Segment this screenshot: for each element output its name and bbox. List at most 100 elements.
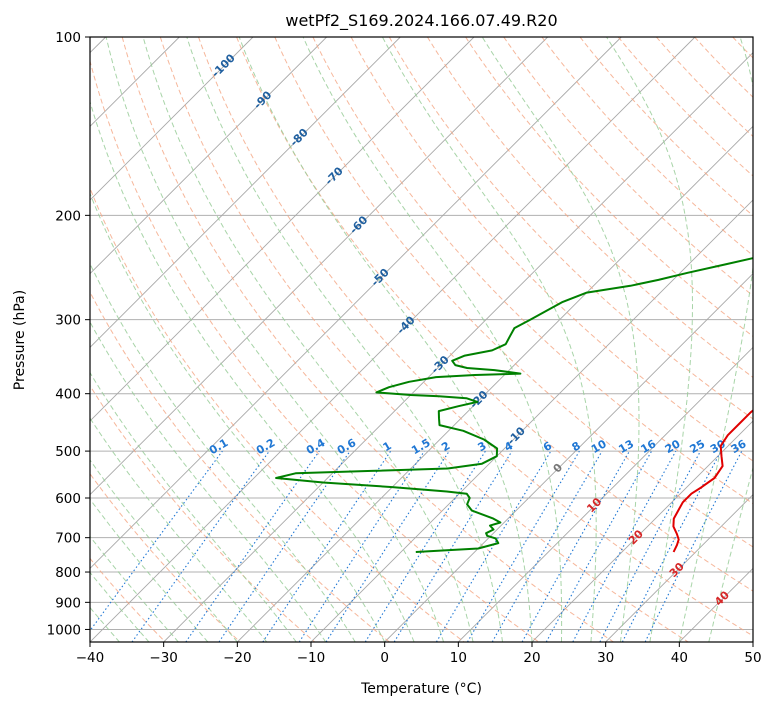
mixing-ratio-line (325, 450, 450, 642)
y-tick-label: 600 (55, 491, 81, 507)
moist-adiabat-line (90, 321, 327, 642)
isotherm-label: -100 (209, 51, 238, 80)
temperature-profile (672, 409, 753, 553)
x-tick-label: −10 (297, 650, 326, 666)
y-axis-label: Pressure (hPa) (12, 290, 28, 390)
moist-adiabat-line (381, 37, 597, 642)
dry-adiabat-line (465, 37, 753, 337)
mixing-ratio-label: 1 (381, 439, 394, 454)
dry-adiabat-line (312, 37, 753, 505)
dry-adiabat-line (236, 37, 753, 592)
mixing-ratio-line (131, 450, 270, 642)
y-tick-label: 900 (55, 595, 81, 611)
isotherm-label: -80 (288, 126, 311, 149)
moist-adiabat-line (142, 37, 474, 642)
mixing-ratio-label: 1.5 (409, 436, 432, 457)
x-axis: −40 −30 −20 −10 0 10 20 30 40 50 (76, 642, 762, 666)
dry-adiabat-line (90, 291, 390, 642)
x-tick-label: −20 (223, 650, 252, 666)
mixing-ratio-label: 8 (570, 439, 583, 454)
plot-frame (89, 36, 754, 643)
mixing-ratio-line (262, 450, 392, 642)
y-tick-label: 400 (55, 387, 81, 403)
isotherm-label: 40 (712, 588, 732, 608)
isotherm-line (237, 125, 753, 642)
isotherm-label: -60 (347, 213, 370, 236)
isotherm-line (90, 37, 475, 422)
mixing-ratio-label: 0.6 (335, 436, 359, 457)
mixing-ratio-line (364, 450, 486, 642)
mixing-ratio-label: 13 (616, 437, 636, 456)
moist-adiabat-line (90, 99, 415, 642)
isotherm-line (605, 494, 753, 642)
x-tick-label: 30 (597, 650, 614, 666)
moist-adiabat-line (606, 37, 693, 642)
dry-adiabat-line (426, 37, 753, 378)
mixing-ratio-labels: 0.1 0.2 0.4 0.6 1 1.5 2 3 4 6 8 10 13 16 20 25 30 36 (207, 436, 749, 457)
x-tick-label: −40 (76, 650, 105, 666)
mixing-ratio-line (393, 450, 513, 642)
y-tick-label: 200 (55, 208, 81, 224)
moist-adiabat-line (238, 37, 533, 642)
mixing-ratio-label: 2 (439, 439, 452, 454)
x-tick-label: 20 (523, 650, 540, 666)
isotherm-line (90, 37, 254, 201)
x-axis-label: Temperature (°C) (360, 681, 482, 697)
isotherm-line (310, 199, 753, 642)
dry-adiabat-line (90, 186, 465, 642)
isotherm-label: -40 (394, 313, 417, 336)
mixing-ratio-label: 36 (729, 437, 749, 456)
background-lines (90, 37, 753, 642)
grid-layer (90, 36, 753, 630)
dry-adiabat-line (159, 37, 689, 642)
isotherm-line (531, 420, 753, 642)
isotherm-line (90, 37, 327, 275)
isotherm-label: 20 (626, 527, 646, 547)
isotherm-line (384, 273, 753, 642)
dewpoint-profile (275, 257, 753, 553)
isotherm-line (90, 37, 696, 642)
dry-adiabat-line (732, 37, 753, 59)
mixing-ratio-label: 25 (687, 437, 707, 456)
isotherm-label: -90 (251, 88, 274, 111)
isotherm-label: -30 (429, 353, 452, 376)
y-tick-label: 500 (55, 444, 81, 460)
dry-adiabat-line (90, 472, 241, 642)
dry-adiabat-line (388, 37, 753, 420)
dry-adiabat-line (198, 37, 753, 637)
moist-adiabat-line (708, 465, 753, 642)
moist-adiabat-line (90, 417, 268, 642)
mixing-ratio-label: 16 (638, 437, 658, 456)
moist-adiabat-line (302, 37, 563, 642)
isotherm-line (163, 52, 753, 642)
y-tick-label: 100 (55, 30, 81, 46)
moist-adiabat-line (90, 498, 209, 642)
mixing-ratio-line (545, 450, 653, 642)
moist-adiabat-line (105, 37, 445, 642)
mixing-ratio-line (644, 450, 743, 642)
mixing-ratio-label: 0.1 (207, 436, 230, 457)
x-tick-label: 10 (450, 650, 467, 666)
isotherm-line (679, 567, 753, 642)
dry-adiabat-line (694, 37, 753, 98)
chart-title: wetPf2_S169.2024.166.07.49.R20 (285, 11, 557, 31)
series-layer (275, 257, 753, 553)
y-tick-label: 800 (55, 565, 81, 581)
isotherm-line (90, 37, 622, 569)
mixing-ratio-line (218, 450, 351, 642)
moist-adiabat-line (186, 37, 503, 642)
moist-adiabat-line (678, 37, 753, 642)
y-axis: 100 200 300 400 500 600 700 800 900 1000 (47, 30, 90, 638)
isotherm-label: -70 (323, 164, 346, 187)
y-tick-label: 700 (55, 531, 81, 547)
mixing-ratio-line (90, 450, 223, 632)
y-tick-label: 1000 (47, 622, 81, 638)
mixing-ratio-label: 0.4 (304, 436, 328, 457)
moist-adiabat-line (481, 37, 640, 642)
x-tick-label: 40 (671, 650, 688, 666)
dry-adiabat-line (617, 37, 753, 177)
moist-adiabat-line (90, 262, 356, 642)
dry-adiabat-line (90, 384, 316, 642)
dry-adiabat-line (541, 37, 753, 257)
